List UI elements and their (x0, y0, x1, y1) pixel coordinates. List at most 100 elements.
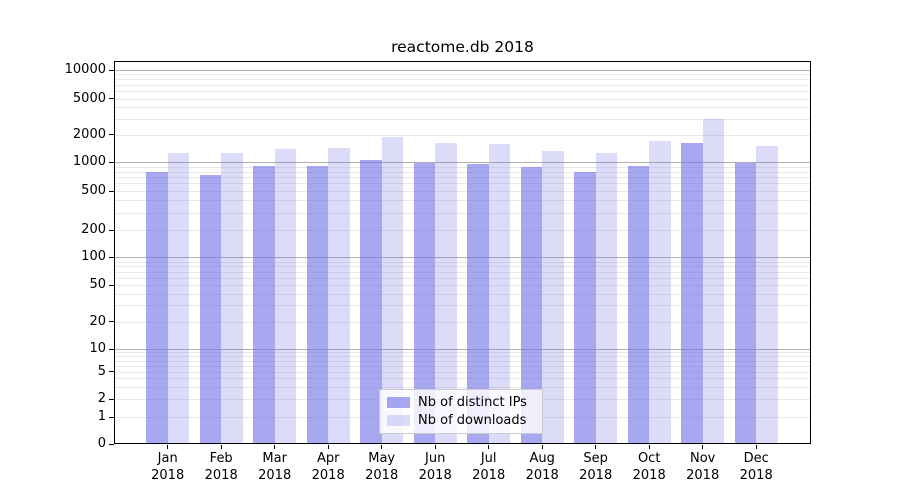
x-tick-month: Jul (480, 451, 497, 466)
bar-downloads-aug (542, 151, 564, 444)
gridline-major (114, 70, 811, 71)
gridline-minor (114, 134, 811, 136)
gridline-minor (114, 277, 811, 279)
y-tick-label: 10000 (64, 62, 106, 77)
gridline-minor (114, 386, 811, 388)
x-tick-month: Jan (157, 451, 178, 466)
plot-area (114, 61, 811, 444)
x-tick-year: 2018 (311, 468, 345, 483)
bar-distinct-ips-jan (146, 171, 168, 444)
x-tick-month: Apr (316, 451, 340, 466)
gridline-major (114, 257, 811, 259)
x-tick-month: Mar (262, 451, 287, 466)
y-tick-mark (109, 256, 114, 258)
bar-distinct-ips-feb (199, 174, 222, 444)
legend-swatch-downloads (387, 415, 410, 427)
y-tick-label: 1 (97, 409, 106, 425)
gridline-minor (114, 166, 811, 168)
bar-distinct-ips-mar (253, 165, 275, 444)
x-tick-month: May (368, 451, 396, 466)
gridline-minor (114, 183, 811, 185)
gridline-minor (114, 98, 811, 100)
x-tick-month: Jun (425, 451, 446, 466)
x-tick-label: Jun 2018 (407, 450, 463, 484)
x-tick-year: 2018 (739, 468, 773, 483)
x-tick-month: Dec (743, 451, 769, 466)
legend-item-downloads: Nb of downloads (387, 413, 535, 428)
bar-distinct-ips-dec (734, 162, 757, 444)
x-tick-month: Nov (690, 451, 716, 466)
bar-distinct-ips-sep (574, 172, 596, 444)
x-tick-year: 2018 (204, 468, 238, 483)
gridline-minor (114, 365, 811, 367)
x-tick-mark (274, 445, 276, 449)
x-tick-label: Jan 2018 (140, 450, 196, 484)
x-tick-year: 2018 (418, 468, 452, 483)
gridline-minor (114, 360, 811, 362)
gridline-minor (114, 352, 811, 354)
x-tick-label: May 2018 (354, 450, 410, 484)
x-tick-label: Jul 2018 (461, 450, 517, 484)
gridline-minor (114, 200, 811, 202)
gridline-minor (114, 171, 811, 173)
y-tick-label: 0 (97, 436, 106, 451)
gridline-minor (114, 321, 811, 323)
x-tick-year: 2018 (686, 468, 720, 483)
x-tick-year: 2018 (365, 468, 399, 483)
bar-downloads-oct (649, 141, 671, 444)
legend: Nb of distinct IPs Nb of downloads (379, 389, 543, 434)
x-tick-mark (220, 445, 222, 449)
bar-downloads-jun (435, 142, 457, 444)
x-tick-mark (327, 445, 329, 449)
x-tick-label: Dec 2018 (728, 450, 784, 484)
y-tick-mark (109, 284, 114, 286)
y-tick-label: 5000 (72, 90, 106, 106)
x-tick-mark (434, 445, 436, 449)
y-tick-mark (109, 161, 114, 163)
y-tick-label: 1000 (72, 154, 106, 170)
bar-distinct-ips-aug (520, 166, 543, 444)
x-tick-month: Oct (637, 451, 661, 466)
legend-label-downloads: Nb of downloads (418, 413, 527, 429)
bar-downloads-dec (756, 146, 778, 444)
bar-downloads-nov (702, 119, 725, 444)
y-tick-label: 50 (89, 277, 106, 292)
x-tick-mark (755, 445, 757, 449)
bar-downloads-feb (221, 152, 243, 444)
x-tick-year: 2018 (525, 468, 559, 483)
bar-downloads-may (381, 136, 404, 444)
y-tick-label: 20 (89, 313, 106, 329)
x-tick-mark (381, 445, 383, 449)
gridline-minor (114, 378, 811, 380)
bar-downloads-mar (274, 149, 297, 444)
gridline-minor (114, 305, 811, 307)
x-tick-label: Feb 2018 (193, 450, 249, 484)
gridline-minor (114, 91, 811, 92)
x-tick-month: Aug (529, 451, 555, 466)
gridline-minor (114, 271, 811, 273)
x-tick-year: 2018 (151, 468, 185, 483)
y-tick-mark (109, 229, 114, 231)
x-tick-month: Sep (583, 451, 608, 466)
bar-distinct-ips-nov (681, 143, 703, 444)
gridline-minor (114, 79, 811, 81)
x-tick-year: 2018 (258, 468, 292, 483)
gridline-minor (114, 285, 811, 286)
x-tick-mark (595, 445, 597, 449)
legend-item-distinct-ips: Nb of distinct IPs (387, 395, 535, 410)
gridline-minor (114, 371, 811, 373)
x-tick-year: 2018 (579, 468, 613, 483)
x-tick-label: Aug 2018 (514, 450, 570, 484)
gridline-minor (114, 107, 811, 109)
gridline-minor (114, 293, 811, 295)
x-tick-mark (648, 445, 650, 449)
x-tick-year: 2018 (632, 468, 666, 483)
gridline-minor (114, 261, 811, 263)
bar-downloads-apr (328, 147, 350, 444)
gridline-minor (114, 212, 811, 214)
x-tick-month: Feb (209, 451, 233, 466)
gridline-minor (114, 230, 811, 231)
gridline-minor (114, 266, 811, 268)
x-tick-mark (702, 445, 704, 449)
